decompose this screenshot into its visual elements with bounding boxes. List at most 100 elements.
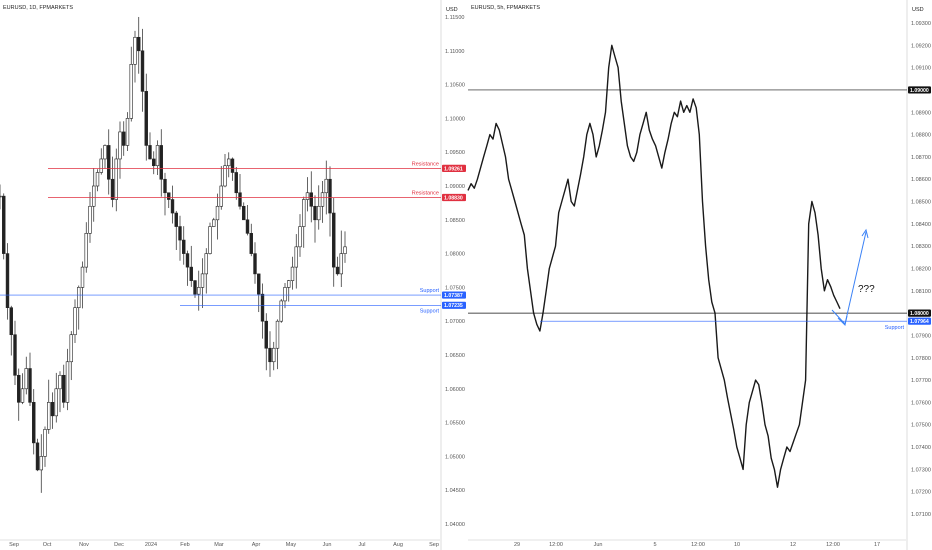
x-tick-label: 12	[790, 542, 796, 548]
candle-down	[260, 293, 265, 322]
y-tick-label: 1.07500	[445, 285, 465, 291]
y-tick-label: 1.06500	[445, 353, 465, 359]
y-tick-label: 1.07300	[911, 467, 931, 473]
candle-down	[5, 253, 10, 308]
candle-down	[140, 50, 145, 92]
y-tick-label: 1.09300	[911, 21, 931, 27]
candle-down	[328, 178, 332, 214]
y-tick-label: 1.08800	[911, 133, 931, 139]
level-badge-box	[908, 86, 931, 94]
candle-up	[302, 199, 306, 227]
candle-up	[208, 226, 212, 254]
level-badge: 1.07235	[442, 301, 466, 309]
y-tick-label: 1.08700	[911, 155, 931, 161]
level-label: Resistance	[412, 190, 439, 196]
candle-up	[219, 185, 223, 207]
candle-down	[268, 347, 272, 363]
candle-up	[290, 266, 295, 281]
y-tick-label: 1.09200	[911, 43, 931, 49]
candle-down	[13, 334, 17, 376]
level-badge-text: 1.07964	[910, 319, 929, 325]
y-tick-label: 1.05500	[445, 421, 465, 427]
candle-down	[50, 402, 55, 417]
y-tick-label: 1.07100	[911, 512, 931, 518]
candle-up	[133, 36, 137, 65]
candle-down	[245, 219, 250, 234]
projection-arrowhead	[837, 315, 848, 326]
candle-up	[24, 368, 28, 390]
y-tick-label: 1.08600	[911, 177, 931, 183]
candle-up	[84, 233, 88, 268]
annotation-text: ???	[858, 284, 875, 295]
candle-down	[32, 402, 36, 444]
currency-label: USD	[912, 7, 924, 13]
currency-label: USD	[446, 7, 458, 13]
y-tick-label: 1.07400	[911, 445, 931, 451]
candle-up	[118, 131, 122, 160]
candle-down	[230, 158, 235, 173]
price-line	[467, 44, 841, 488]
level-label: Support	[885, 325, 905, 331]
candle-up	[294, 246, 298, 268]
x-tick-label: Jul	[358, 542, 365, 548]
y-tick-label: 1.08500	[445, 218, 465, 224]
candle-up	[298, 226, 302, 248]
candle-down	[238, 192, 242, 207]
candle-down	[122, 131, 126, 146]
candle-up	[279, 300, 283, 322]
candle-up	[95, 172, 100, 187]
x-tick-label: 12:00	[691, 542, 705, 548]
candle-up	[39, 456, 43, 471]
level-badge-box	[442, 291, 466, 299]
candle-up	[77, 287, 81, 308]
candle-up	[212, 219, 216, 227]
y-tick-label: 1.04500	[445, 488, 465, 494]
candle-down	[242, 205, 246, 221]
candle-up	[54, 388, 58, 417]
level-badge-box	[442, 301, 466, 309]
chart-title: EURUSD, 1D, FPMARKETS	[3, 5, 73, 11]
candle-up	[317, 205, 321, 221]
candle-up	[200, 273, 205, 288]
candle-down	[174, 212, 178, 227]
candle-down	[249, 233, 253, 254]
x-tick-label: Aug	[393, 542, 403, 548]
candle-up	[47, 402, 51, 430]
candle-up	[103, 145, 107, 160]
candle-up	[339, 253, 343, 275]
level-label: Resistance	[412, 161, 439, 167]
candle-up	[0, 195, 2, 198]
candle-up	[73, 307, 77, 336]
candle-up	[92, 185, 96, 207]
candle-up	[215, 205, 220, 221]
y-tick-label: 1.11000	[445, 49, 464, 55]
level-badge-box	[442, 164, 466, 172]
x-tick-label: Jun	[323, 542, 332, 548]
candle-down	[234, 172, 238, 194]
candle-down	[264, 320, 268, 349]
level-badge-text: 1.07235	[444, 303, 463, 309]
level-badge-box	[442, 193, 466, 202]
candle-up	[283, 287, 287, 302]
level-badge-text: 1.07387	[444, 293, 463, 299]
level-badge: 1.07964	[908, 317, 931, 325]
level-badge-box	[908, 317, 931, 325]
candle-up	[88, 205, 92, 234]
x-tick-label: 2024	[145, 542, 157, 548]
candle-down	[159, 145, 163, 180]
candle-up	[223, 165, 227, 187]
candle-up	[20, 388, 25, 403]
level-badge: 1.09261	[442, 164, 466, 172]
x-tick-label: Oct	[43, 542, 52, 548]
candle-down	[167, 192, 171, 200]
x-tick-label: Nov	[79, 542, 89, 548]
candle-down	[35, 442, 40, 471]
y-tick-label: 1.08900	[911, 110, 931, 116]
candle-up	[204, 253, 208, 275]
level-badge: 1.08000	[908, 309, 931, 317]
candle-up	[43, 429, 47, 457]
candle-down	[257, 273, 261, 295]
y-tick-label: 1.05000	[445, 454, 465, 460]
y-tick-label: 1.09000	[445, 184, 465, 190]
x-tick-label: Apr	[252, 542, 261, 548]
